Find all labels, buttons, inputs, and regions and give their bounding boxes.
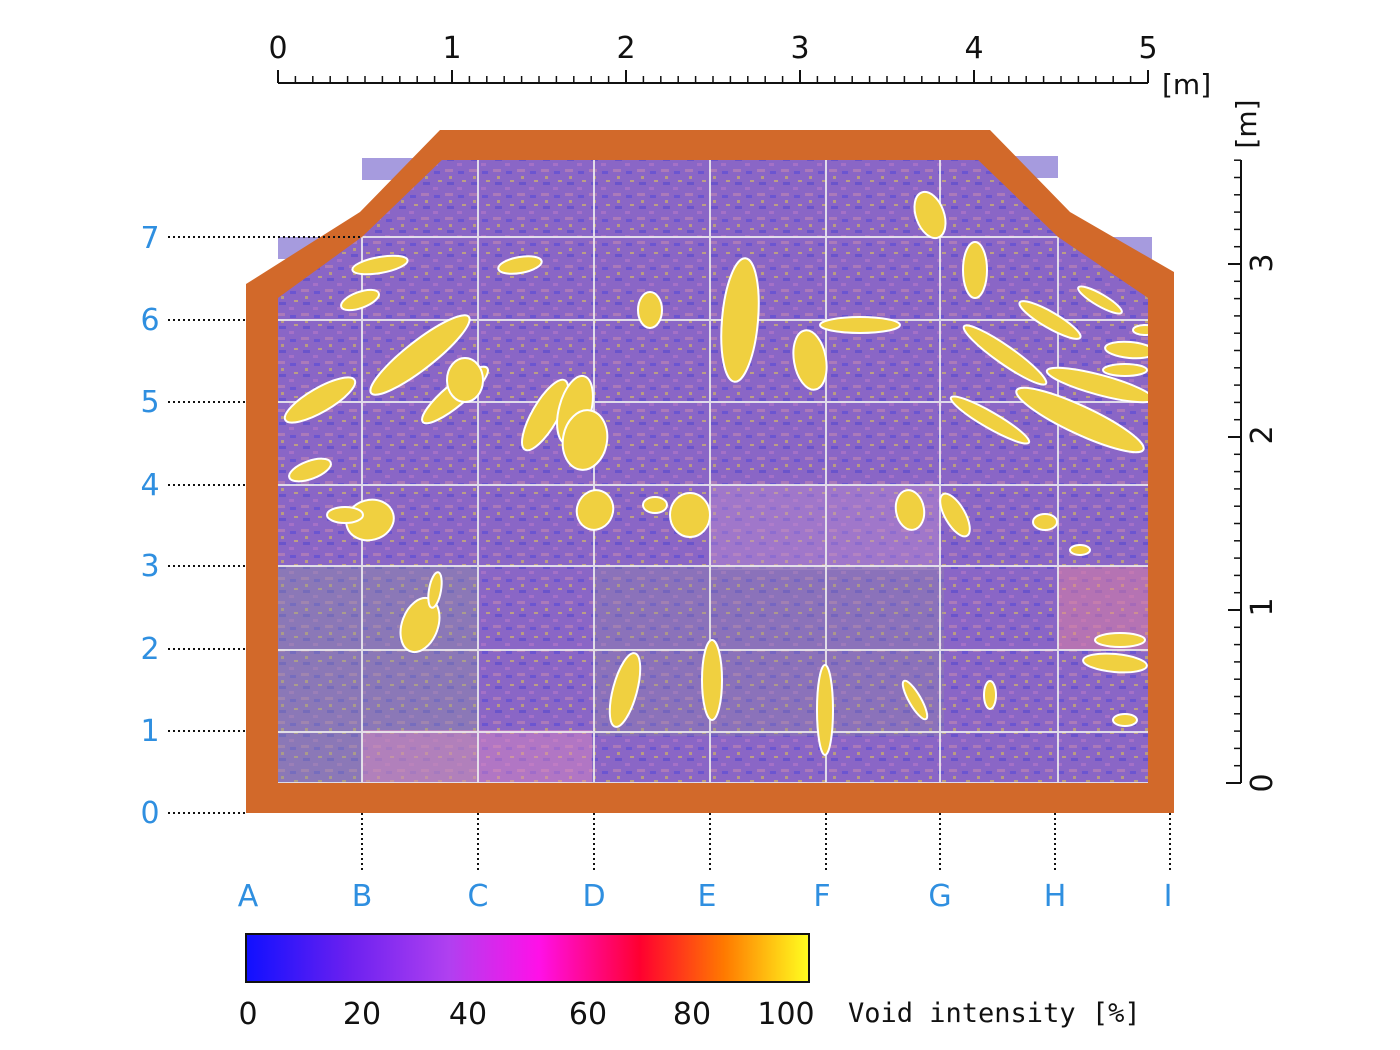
- void-anomaly: [1094, 632, 1146, 648]
- top-scale-label: 5: [1138, 31, 1157, 66]
- void-anomaly: [1045, 366, 1148, 404]
- void-anomaly: [1077, 285, 1123, 315]
- void-anomaly: [816, 664, 834, 756]
- void-anomaly: [427, 571, 443, 609]
- right-scale-unit: [m]: [1230, 99, 1263, 148]
- top-scale-label: 1: [442, 31, 461, 66]
- top-scale-bar: 0 1 2 3 4 5 [m]: [268, 31, 1211, 101]
- column-label: D: [582, 879, 605, 914]
- void-anomalies: [283, 190, 1148, 756]
- void-anomaly: [1132, 324, 1148, 336]
- void-anomaly: [913, 190, 947, 240]
- colorbar-tick-label: 0: [238, 997, 257, 1032]
- right-scale-minor-ticks: [1228, 159, 1241, 784]
- top-scale-minor-ticks: [277, 70, 1149, 83]
- void-anomaly: [669, 492, 711, 538]
- colorbar-title: Void intensity [%]: [848, 998, 1141, 1029]
- void-anomaly: [1032, 513, 1058, 531]
- void-anomaly: [351, 254, 409, 276]
- void-anomaly: [1018, 300, 1082, 340]
- right-scale-label: 2: [1245, 425, 1280, 444]
- row-label: 7: [140, 221, 159, 256]
- row-labels: 0 1 2 3 4 5 6 7: [140, 221, 362, 831]
- void-anomaly: [561, 409, 609, 471]
- column-label: E: [698, 879, 717, 914]
- column-leaders: [361, 813, 1171, 872]
- tone-zone: [278, 566, 478, 783]
- row-label: 1: [140, 714, 159, 749]
- void-anomaly: [1112, 713, 1138, 727]
- void-anomaly: [1104, 340, 1148, 360]
- void-anomaly: [894, 489, 926, 531]
- void-anomaly: [1015, 386, 1145, 454]
- void-anomaly: [1102, 363, 1148, 377]
- row-label: 3: [140, 549, 159, 584]
- column-label: B: [352, 879, 373, 914]
- top-scale-label: 4: [964, 31, 983, 66]
- void-anomaly: [701, 639, 723, 721]
- void-anomaly: [939, 492, 971, 538]
- right-scale-label: 0: [1245, 773, 1280, 792]
- row-label: 0: [140, 796, 159, 831]
- void-anomaly: [720, 257, 760, 383]
- row-leaders: [168, 236, 362, 814]
- column-label: A: [238, 879, 259, 914]
- void-anomaly: [1069, 544, 1091, 556]
- top-scale-label: 2: [616, 31, 635, 66]
- top-scale-label: 0: [268, 31, 287, 66]
- right-scale-bar: 0 1 2 3 [m]: [1226, 99, 1280, 793]
- colorbar-tick-label: 40: [449, 997, 487, 1032]
- void-anomaly: [608, 652, 642, 728]
- colorbar-tick-label: 80: [673, 997, 711, 1032]
- void-anomaly: [637, 291, 663, 329]
- void-anomaly: [326, 506, 364, 524]
- colorbar-tick-label: 20: [343, 997, 381, 1032]
- void-anomaly: [949, 395, 1031, 445]
- void-anomaly: [288, 457, 332, 483]
- void-anomaly: [962, 324, 1048, 386]
- void-anomaly: [340, 288, 380, 312]
- column-label: G: [928, 879, 951, 914]
- void-anomaly: [1082, 652, 1148, 674]
- void-anomaly: [575, 489, 615, 531]
- row-label: 6: [140, 303, 159, 338]
- colorbar-gradient: [245, 933, 810, 983]
- top-scale-unit: [m]: [1162, 68, 1211, 101]
- void-anomaly: [962, 241, 988, 299]
- void-anomaly: [983, 680, 997, 710]
- void-anomaly: [792, 329, 828, 391]
- void-anomaly: [901, 679, 929, 721]
- right-scale-label: 3: [1245, 253, 1280, 272]
- colorbar-tick-label: 60: [569, 997, 607, 1032]
- void-anomaly: [446, 357, 484, 403]
- scan-area: [278, 160, 1148, 783]
- column-label: H: [1044, 879, 1067, 914]
- column-labels: A B C D E F G H I: [238, 813, 1173, 914]
- colorbar-tick-label: 100: [757, 997, 814, 1032]
- column-label: I: [1164, 879, 1173, 914]
- void-anomaly: [497, 255, 543, 275]
- column-label: F: [813, 879, 830, 914]
- row-label: 4: [140, 468, 159, 503]
- column-label: C: [468, 879, 489, 914]
- colorbar-legend: 0 20 40 60 80 100 Void intensity [%]: [238, 933, 1141, 1032]
- row-label: 2: [140, 632, 159, 667]
- row-label: 5: [140, 385, 159, 420]
- top-scale-label: 3: [790, 31, 809, 66]
- void-anomaly: [819, 316, 901, 334]
- void-anomaly: [283, 376, 357, 424]
- void-anomaly: [642, 496, 668, 514]
- right-scale-label: 1: [1245, 597, 1280, 616]
- void-anomaly: [369, 314, 471, 396]
